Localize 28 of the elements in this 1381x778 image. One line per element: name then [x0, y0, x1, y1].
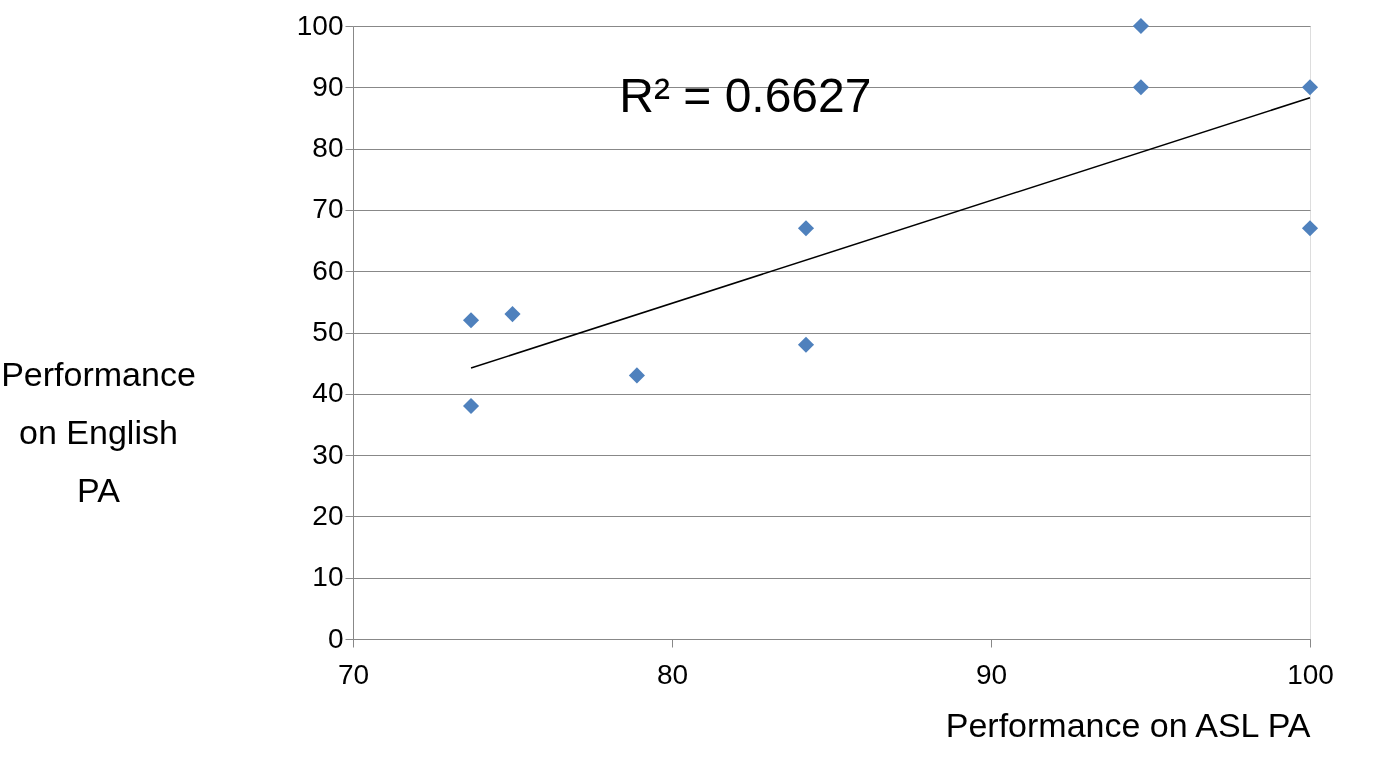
- point: [504, 306, 521, 323]
- x-tick-label: 70: [337, 658, 370, 690]
- point: [797, 220, 815, 237]
- point: [1301, 220, 1319, 237]
- y-tick-label: 10: [312, 561, 344, 593]
- point: [1132, 17, 1149, 35]
- point: [1132, 79, 1149, 96]
- y-tick-label: 50: [312, 316, 344, 347]
- y-tick-label: 70: [312, 193, 344, 225]
- y-tick-label: 80: [312, 132, 344, 164]
- point: [797, 336, 815, 353]
- point: [462, 398, 480, 415]
- y-tick-label: 30: [312, 438, 344, 470]
- point: [462, 312, 480, 329]
- point: [628, 367, 645, 384]
- x-axis-title: Performance on ASL PA: [945, 705, 1311, 744]
- y-tick-label: 90: [312, 70, 344, 102]
- y-axis-title: Performance on English PA: [1, 354, 196, 509]
- y-tick-label: 0: [327, 622, 344, 654]
- y-tick-label: 60: [312, 254, 344, 286]
- point: [1301, 79, 1319, 96]
- x-tick-label: 90: [975, 658, 1008, 690]
- x-tick-label: 100: [1287, 658, 1334, 690]
- y-tick-label: 100: [296, 9, 344, 41]
- y-tick-label: 40: [312, 377, 344, 409]
- y-tick-label: 20: [312, 499, 344, 531]
- x-tick-label: 80: [656, 658, 689, 690]
- annotation: R² = 0.6627: [619, 69, 872, 122]
